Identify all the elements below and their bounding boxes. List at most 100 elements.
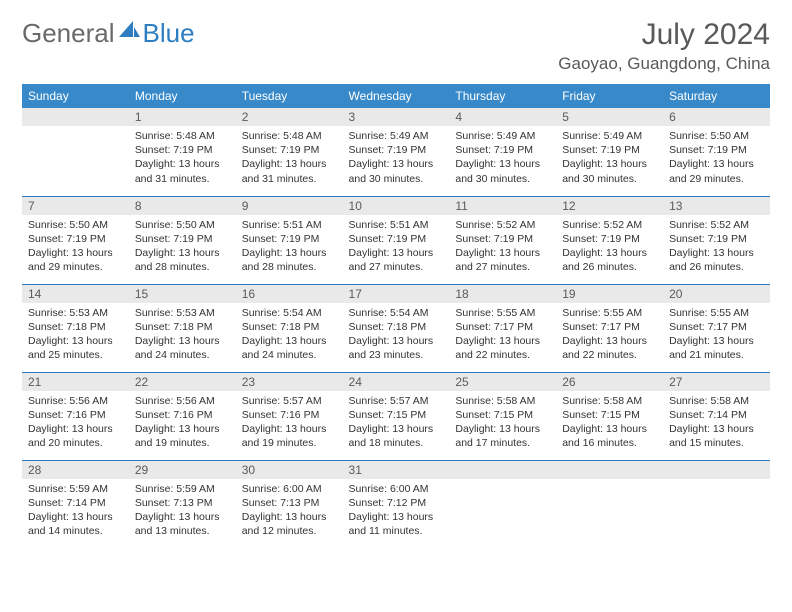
sunrise-text: Sunrise: 5:58 AM bbox=[669, 394, 764, 408]
logo-text-general: General bbox=[22, 18, 115, 49]
day-details: Sunrise: 5:55 AMSunset: 7:17 PMDaylight:… bbox=[556, 303, 663, 369]
sunset-text: Sunset: 7:18 PM bbox=[242, 320, 337, 334]
sunrise-text: Sunrise: 5:55 AM bbox=[669, 306, 764, 320]
day-details: Sunrise: 5:55 AMSunset: 7:17 PMDaylight:… bbox=[449, 303, 556, 369]
day-number: 13 bbox=[663, 197, 770, 215]
calendar-cell: 31Sunrise: 6:00 AMSunset: 7:12 PMDayligh… bbox=[343, 460, 450, 548]
title-block: July 2024 Gaoyao, Guangdong, China bbox=[558, 18, 770, 74]
day-details: Sunrise: 5:50 AMSunset: 7:19 PMDaylight:… bbox=[22, 215, 129, 281]
daylight-text: Daylight: 13 hours and 12 minutes. bbox=[242, 510, 337, 538]
daylight-text: Daylight: 13 hours and 27 minutes. bbox=[455, 246, 550, 274]
sunset-text: Sunset: 7:15 PM bbox=[455, 408, 550, 422]
daylight-text: Daylight: 13 hours and 20 minutes. bbox=[28, 422, 123, 450]
calendar-cell: 20Sunrise: 5:55 AMSunset: 7:17 PMDayligh… bbox=[663, 284, 770, 372]
day-number bbox=[22, 108, 129, 126]
day-details: Sunrise: 6:00 AMSunset: 7:13 PMDaylight:… bbox=[236, 479, 343, 545]
logo: General Blue bbox=[22, 18, 195, 49]
sunset-text: Sunset: 7:19 PM bbox=[455, 232, 550, 246]
sunset-text: Sunset: 7:13 PM bbox=[135, 496, 230, 510]
header: General Blue July 2024 Gaoyao, Guangdong… bbox=[22, 18, 770, 74]
weekday-header: Thursday bbox=[449, 84, 556, 108]
sunrise-text: Sunrise: 5:56 AM bbox=[135, 394, 230, 408]
sunrise-text: Sunrise: 5:53 AM bbox=[28, 306, 123, 320]
day-number: 19 bbox=[556, 285, 663, 303]
day-details: Sunrise: 5:58 AMSunset: 7:15 PMDaylight:… bbox=[449, 391, 556, 457]
sunset-text: Sunset: 7:19 PM bbox=[242, 232, 337, 246]
day-details: Sunrise: 5:53 AMSunset: 7:18 PMDaylight:… bbox=[129, 303, 236, 369]
daylight-text: Daylight: 13 hours and 23 minutes. bbox=[349, 334, 444, 362]
day-number: 22 bbox=[129, 373, 236, 391]
sunset-text: Sunset: 7:17 PM bbox=[562, 320, 657, 334]
calendar-cell: 23Sunrise: 5:57 AMSunset: 7:16 PMDayligh… bbox=[236, 372, 343, 460]
calendar-cell bbox=[449, 460, 556, 548]
sunrise-text: Sunrise: 5:52 AM bbox=[455, 218, 550, 232]
day-details: Sunrise: 5:54 AMSunset: 7:18 PMDaylight:… bbox=[236, 303, 343, 369]
sunrise-text: Sunrise: 5:48 AM bbox=[242, 129, 337, 143]
calendar-cell: 30Sunrise: 6:00 AMSunset: 7:13 PMDayligh… bbox=[236, 460, 343, 548]
day-number: 31 bbox=[343, 461, 450, 479]
daylight-text: Daylight: 13 hours and 16 minutes. bbox=[562, 422, 657, 450]
sunrise-text: Sunrise: 5:51 AM bbox=[242, 218, 337, 232]
day-details: Sunrise: 5:53 AMSunset: 7:18 PMDaylight:… bbox=[22, 303, 129, 369]
daylight-text: Daylight: 13 hours and 28 minutes. bbox=[242, 246, 337, 274]
sunset-text: Sunset: 7:16 PM bbox=[28, 408, 123, 422]
calendar-cell: 3Sunrise: 5:49 AMSunset: 7:19 PMDaylight… bbox=[343, 108, 450, 196]
daylight-text: Daylight: 13 hours and 17 minutes. bbox=[455, 422, 550, 450]
sunrise-text: Sunrise: 5:50 AM bbox=[28, 218, 123, 232]
day-details: Sunrise: 5:52 AMSunset: 7:19 PMDaylight:… bbox=[556, 215, 663, 281]
calendar-cell: 29Sunrise: 5:59 AMSunset: 7:13 PMDayligh… bbox=[129, 460, 236, 548]
sunset-text: Sunset: 7:19 PM bbox=[349, 143, 444, 157]
sunrise-text: Sunrise: 5:52 AM bbox=[669, 218, 764, 232]
logo-sail-icon bbox=[119, 19, 141, 44]
page-title: July 2024 bbox=[558, 18, 770, 52]
day-details: Sunrise: 5:56 AMSunset: 7:16 PMDaylight:… bbox=[22, 391, 129, 457]
weekday-header: Friday bbox=[556, 84, 663, 108]
daylight-text: Daylight: 13 hours and 24 minutes. bbox=[135, 334, 230, 362]
sunrise-text: Sunrise: 5:49 AM bbox=[455, 129, 550, 143]
daylight-text: Daylight: 13 hours and 29 minutes. bbox=[669, 157, 764, 185]
day-details: Sunrise: 5:48 AMSunset: 7:19 PMDaylight:… bbox=[236, 126, 343, 192]
day-number: 15 bbox=[129, 285, 236, 303]
sunset-text: Sunset: 7:19 PM bbox=[669, 143, 764, 157]
day-number: 23 bbox=[236, 373, 343, 391]
calendar-cell: 4Sunrise: 5:49 AMSunset: 7:19 PMDaylight… bbox=[449, 108, 556, 196]
sunset-text: Sunset: 7:16 PM bbox=[135, 408, 230, 422]
daylight-text: Daylight: 13 hours and 14 minutes. bbox=[28, 510, 123, 538]
day-details: Sunrise: 5:56 AMSunset: 7:16 PMDaylight:… bbox=[129, 391, 236, 457]
daylight-text: Daylight: 13 hours and 30 minutes. bbox=[562, 157, 657, 185]
sunrise-text: Sunrise: 5:48 AM bbox=[135, 129, 230, 143]
sunrise-text: Sunrise: 5:53 AM bbox=[135, 306, 230, 320]
day-number bbox=[556, 461, 663, 479]
sunset-text: Sunset: 7:16 PM bbox=[242, 408, 337, 422]
daylight-text: Daylight: 13 hours and 26 minutes. bbox=[562, 246, 657, 274]
weekday-header: Wednesday bbox=[343, 84, 450, 108]
calendar-cell: 28Sunrise: 5:59 AMSunset: 7:14 PMDayligh… bbox=[22, 460, 129, 548]
calendar-cell: 13Sunrise: 5:52 AMSunset: 7:19 PMDayligh… bbox=[663, 196, 770, 284]
sunset-text: Sunset: 7:14 PM bbox=[28, 496, 123, 510]
calendar-row: 21Sunrise: 5:56 AMSunset: 7:16 PMDayligh… bbox=[22, 372, 770, 460]
calendar-cell: 2Sunrise: 5:48 AMSunset: 7:19 PMDaylight… bbox=[236, 108, 343, 196]
calendar-cell: 10Sunrise: 5:51 AMSunset: 7:19 PMDayligh… bbox=[343, 196, 450, 284]
day-number: 17 bbox=[343, 285, 450, 303]
sunset-text: Sunset: 7:19 PM bbox=[455, 143, 550, 157]
day-details: Sunrise: 5:59 AMSunset: 7:14 PMDaylight:… bbox=[22, 479, 129, 545]
calendar-row: 14Sunrise: 5:53 AMSunset: 7:18 PMDayligh… bbox=[22, 284, 770, 372]
day-details: Sunrise: 5:51 AMSunset: 7:19 PMDaylight:… bbox=[236, 215, 343, 281]
calendar-cell: 25Sunrise: 5:58 AMSunset: 7:15 PMDayligh… bbox=[449, 372, 556, 460]
day-details: Sunrise: 5:49 AMSunset: 7:19 PMDaylight:… bbox=[343, 126, 450, 192]
calendar-cell bbox=[663, 460, 770, 548]
day-details: Sunrise: 5:49 AMSunset: 7:19 PMDaylight:… bbox=[449, 126, 556, 192]
day-details: Sunrise: 5:49 AMSunset: 7:19 PMDaylight:… bbox=[556, 126, 663, 192]
sunset-text: Sunset: 7:19 PM bbox=[135, 143, 230, 157]
day-details: Sunrise: 5:57 AMSunset: 7:15 PMDaylight:… bbox=[343, 391, 450, 457]
sunrise-text: Sunrise: 5:49 AM bbox=[349, 129, 444, 143]
day-number: 16 bbox=[236, 285, 343, 303]
daylight-text: Daylight: 13 hours and 19 minutes. bbox=[242, 422, 337, 450]
day-details: Sunrise: 5:50 AMSunset: 7:19 PMDaylight:… bbox=[663, 126, 770, 192]
daylight-text: Daylight: 13 hours and 24 minutes. bbox=[242, 334, 337, 362]
day-details: Sunrise: 5:52 AMSunset: 7:19 PMDaylight:… bbox=[449, 215, 556, 281]
day-number: 28 bbox=[22, 461, 129, 479]
day-details: Sunrise: 5:54 AMSunset: 7:18 PMDaylight:… bbox=[343, 303, 450, 369]
sunset-text: Sunset: 7:15 PM bbox=[562, 408, 657, 422]
calendar-cell: 26Sunrise: 5:58 AMSunset: 7:15 PMDayligh… bbox=[556, 372, 663, 460]
